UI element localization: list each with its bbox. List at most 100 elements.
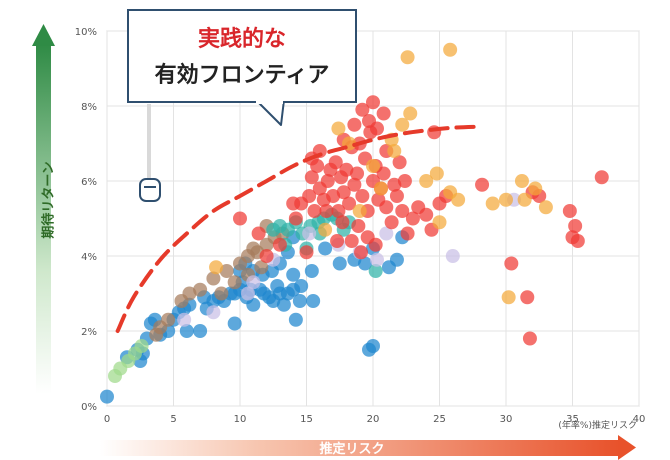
data-point (149, 327, 164, 342)
data-point (379, 200, 394, 215)
data-point (306, 294, 321, 308)
data-point (304, 170, 319, 185)
scatter-points (100, 42, 609, 404)
data-point (276, 297, 291, 312)
data-point (227, 316, 242, 331)
data-point (351, 219, 366, 233)
data-point (400, 226, 415, 241)
data-point (355, 189, 370, 203)
data-point (286, 196, 301, 211)
data-point (161, 312, 176, 327)
data-point (259, 249, 274, 263)
data-point (307, 204, 322, 218)
x-tick-label: 5 (170, 414, 176, 425)
data-point (347, 117, 362, 132)
data-point (384, 215, 399, 230)
data-point (331, 121, 346, 136)
data-point (395, 117, 410, 132)
data-point (397, 174, 412, 188)
data-point (246, 241, 261, 256)
slider[interactable] (139, 104, 161, 202)
data-point (182, 286, 197, 301)
data-point (387, 144, 402, 158)
data-point (376, 166, 391, 181)
data-point (350, 166, 365, 181)
x-tick-label: 0 (104, 414, 110, 425)
data-point (352, 204, 367, 218)
data-point (517, 192, 532, 207)
y-tick-label: 8% (81, 102, 97, 113)
data-point (336, 185, 351, 200)
data-point (272, 237, 287, 252)
x-tick-label: 10 (234, 414, 247, 425)
data-point (373, 181, 388, 196)
data-point (331, 204, 346, 218)
data-point (100, 389, 114, 404)
data-point (381, 260, 396, 275)
data-point (451, 192, 466, 207)
data-point (520, 290, 535, 305)
data-point (270, 279, 285, 293)
data-point (292, 294, 307, 308)
data-point (594, 170, 609, 185)
data-point (342, 196, 357, 211)
data-point (320, 174, 335, 188)
data-point (432, 215, 447, 230)
grid (106, 30, 640, 407)
x-tick-label: 20 (367, 414, 380, 425)
data-point (240, 286, 255, 301)
x-tick-label: 35 (566, 414, 579, 425)
x-tick-label: 15 (300, 414, 313, 425)
data-point (246, 275, 261, 290)
data-point (288, 312, 303, 327)
data-point (227, 275, 242, 290)
data-point (233, 211, 247, 226)
data-point (254, 260, 269, 275)
data-point (369, 121, 384, 136)
data-point (504, 256, 519, 271)
data-point (335, 215, 350, 230)
y-tick-labels: 0% 2% 4% 6% 8% 10% (75, 27, 97, 413)
data-point (206, 271, 221, 286)
slider-handle[interactable] (139, 178, 161, 202)
data-point (366, 159, 380, 173)
data-point (387, 177, 402, 192)
data-point (538, 200, 553, 215)
data-point (475, 177, 490, 192)
data-point (368, 264, 383, 278)
data-point (193, 324, 208, 338)
data-point (369, 252, 384, 267)
data-point (354, 245, 369, 260)
data-point (528, 181, 543, 196)
data-point (246, 297, 261, 312)
data-point (355, 102, 370, 117)
data-point (445, 249, 460, 263)
callout-line2: 有効フロンティア (155, 62, 330, 88)
data-point (522, 331, 537, 346)
data-point (302, 189, 317, 203)
y-tick-label: 0% (81, 402, 97, 413)
frontier-curve (115, 124, 482, 333)
data-point (318, 241, 333, 256)
data-point (206, 305, 221, 320)
y-tick-label: 2% (81, 327, 97, 338)
data-point (326, 189, 341, 203)
data-point (358, 256, 373, 271)
data-point (347, 177, 362, 192)
data-point (179, 324, 194, 338)
x-tick-label: 40 (633, 414, 646, 425)
x-tick-label: 25 (433, 414, 446, 425)
data-point (344, 234, 359, 248)
data-point (400, 50, 415, 65)
data-point (319, 204, 334, 218)
data-point (366, 339, 380, 353)
data-point (193, 282, 208, 297)
y-axis-title: 期待リターン (41, 161, 57, 238)
data-point (485, 196, 500, 211)
callout-line1: 実践的な (198, 26, 286, 52)
x-axis-title: 推定リスク (319, 441, 384, 457)
data-point (366, 95, 380, 110)
data-point (251, 226, 266, 241)
data-point (376, 106, 391, 121)
